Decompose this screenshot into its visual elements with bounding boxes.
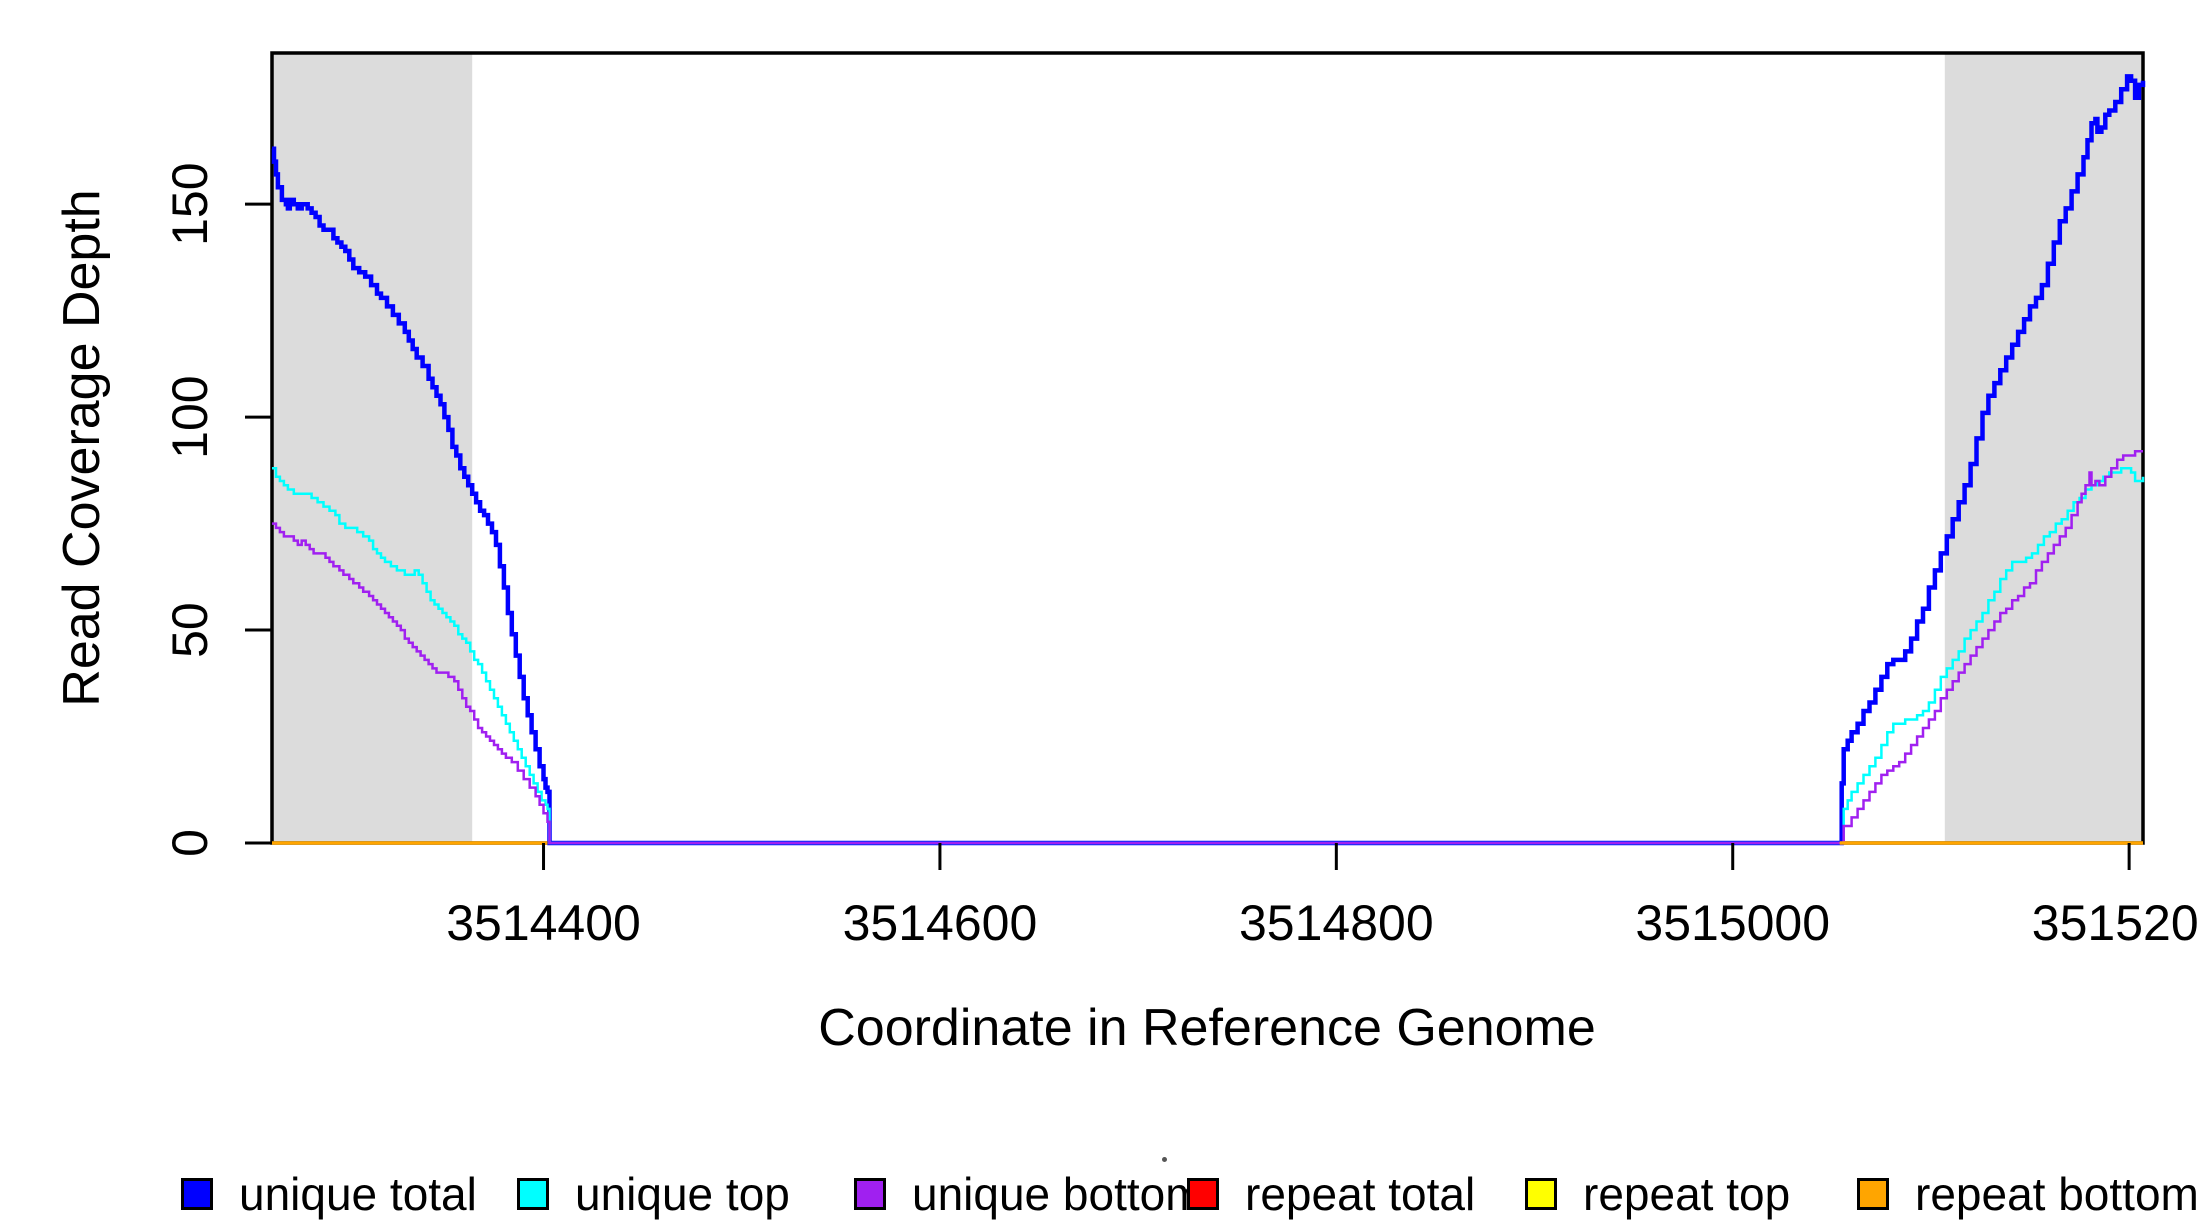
x-tick-label: 3514400 — [446, 895, 641, 951]
series-line-unique-total — [271, 74, 2146, 846]
y-tick-label: 150 — [162, 162, 218, 245]
x-tick-label: 3515000 — [1635, 895, 1830, 951]
series-line-unique-bottom — [272, 449, 2143, 845]
y-axis-title: Read Coverage Depth — [53, 189, 111, 707]
repeat-region-left — [272, 53, 473, 843]
x-axis-title: Coordinate in Reference Genome — [818, 999, 1596, 1057]
stray-dot-artifact — [1162, 1157, 1167, 1162]
y-tick-label: 100 — [162, 375, 218, 458]
y-tick-label: 50 — [162, 602, 218, 658]
y-tick-label: 0 — [162, 829, 218, 857]
x-tick-label: 3514800 — [1239, 895, 1434, 951]
series-line-unique-top — [272, 466, 2145, 845]
x-tick-label: 3514600 — [843, 895, 1038, 951]
